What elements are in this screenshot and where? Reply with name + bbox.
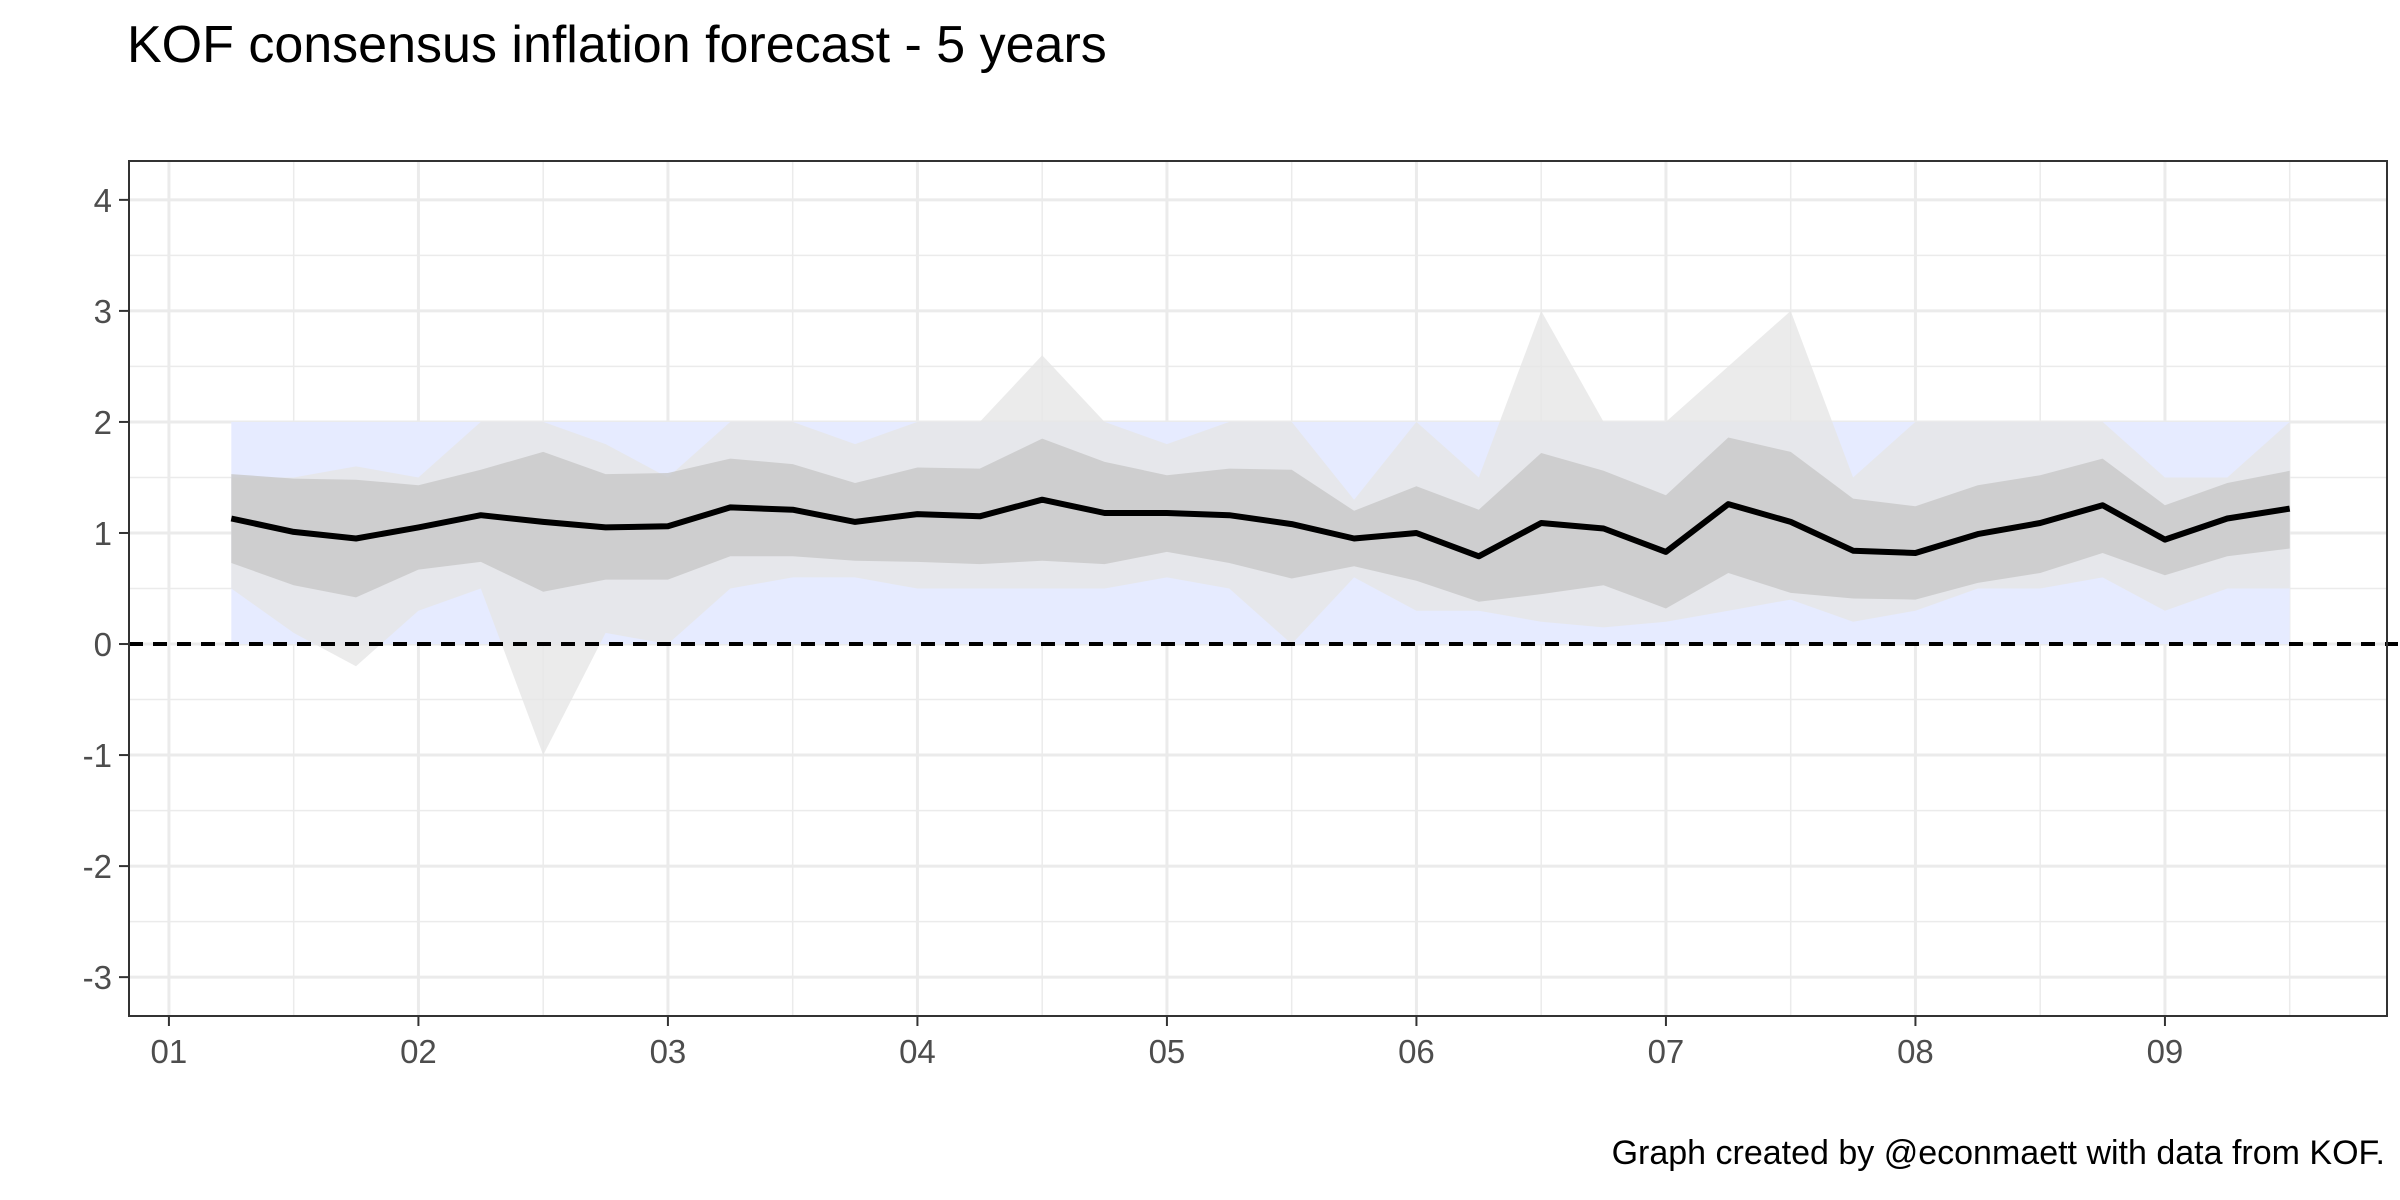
y-tick-label: 4 bbox=[94, 182, 112, 219]
panel-border bbox=[128, 160, 2388, 1017]
x-tick-label: 09 bbox=[2147, 1033, 2184, 1070]
x-tick-label: 06 bbox=[1398, 1033, 1435, 1070]
x-tick-label: 08 bbox=[1897, 1033, 1934, 1070]
range-std-ribbon bbox=[231, 437, 2290, 609]
y-tick-label: 3 bbox=[94, 293, 112, 330]
y-tick-label: -1 bbox=[83, 737, 112, 774]
x-tick-label: 07 bbox=[1648, 1033, 1685, 1070]
chart-title: KOF consensus inflation forecast - 5 yea… bbox=[127, 16, 1107, 74]
y-tick-label: -3 bbox=[83, 959, 112, 996]
x-tick-label: 01 bbox=[151, 1033, 188, 1070]
y-tick-label: 1 bbox=[94, 515, 112, 552]
x-tick-label: 03 bbox=[650, 1033, 687, 1070]
x-tick-label: 05 bbox=[1149, 1033, 1186, 1070]
range-bands-layer bbox=[231, 310, 2290, 756]
y-tick-label: -2 bbox=[83, 848, 112, 885]
chart-caption: Graph created by @econmaett with data fr… bbox=[1611, 1134, 2385, 1172]
y-tick-label: 2 bbox=[94, 404, 112, 441]
mean-line-layer bbox=[230, 496, 2291, 560]
x-tick-label: 02 bbox=[400, 1033, 437, 1070]
mean-forecast-line bbox=[230, 496, 2291, 560]
x-tick-label: 04 bbox=[899, 1033, 936, 1070]
y-tick-label: 0 bbox=[94, 626, 112, 663]
